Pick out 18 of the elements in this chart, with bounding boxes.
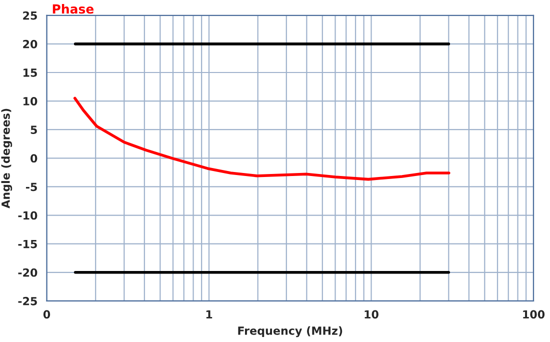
y-tick-label: 25 (23, 11, 37, 20)
y-tick-label: 20 (23, 40, 38, 48)
y-tick-label: -20 (18, 268, 38, 277)
y-tick-label: -15 (18, 240, 37, 248)
x-tick-label: 0 (43, 310, 50, 319)
x-tick-label: 100 (523, 310, 545, 319)
y-tick-label: 0 (30, 154, 38, 163)
y-tick-label: 10 (24, 97, 38, 106)
y-axis-title: Angle (degrees) (1, 108, 12, 208)
x-axis-title: Frequency (MHz) (238, 326, 342, 338)
x-tick-label: 10 (364, 310, 378, 319)
y-tick-label: -5 (26, 182, 37, 192)
y-tick-label: 5 (30, 126, 37, 134)
y-tick-label: -25 (18, 296, 37, 306)
text: Phase (52, 4, 94, 14)
y-tick-label: 15 (24, 68, 37, 77)
y-tick-label: -10 (18, 211, 38, 220)
x-tick-label: 1 (206, 310, 212, 318)
